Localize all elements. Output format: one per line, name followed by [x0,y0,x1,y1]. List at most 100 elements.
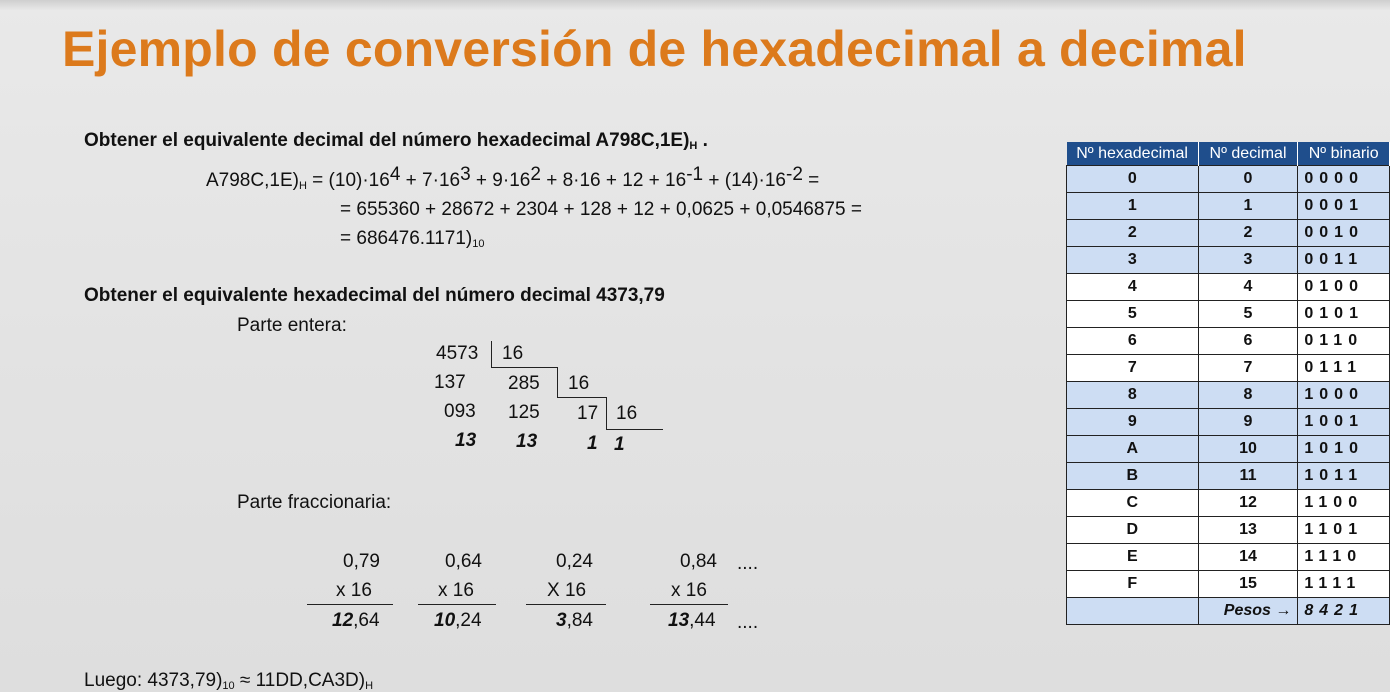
cell-dec: 0 [1197,165,1299,193]
div-quotient-3: 17 [577,403,599,424]
table-row: 5 5 0101 [1066,300,1390,328]
cell-dec: 3 [1197,246,1299,274]
cell-bin: 0101 [1297,300,1390,328]
frac-line-1 [307,604,393,605]
cell-dec: 5 [1197,300,1299,328]
cell-bin: 1001 [1297,408,1390,436]
ellipsis-bottom: .... [737,612,759,633]
table-row: C 12 1100 [1066,489,1390,517]
cell-bin: 0100 [1297,273,1390,301]
div-quotient-2: 125 [508,402,540,423]
cell-dec: 4 [1197,273,1299,301]
cell-bin: 0111 [1297,354,1390,382]
cell-dec: 9 [1197,408,1299,436]
cell-bin: 1010 [1297,435,1390,463]
weights-label: Pesos → [1197,597,1299,625]
question-1: Obtener el equivalente decimal del númer… [84,130,708,152]
cell-hex: A [1066,435,1199,463]
frac-mult-1: x 16 [336,580,372,601]
result-digit-1: 13 [455,430,477,451]
frac-line-3 [526,604,606,605]
table-row: 6 6 0110 [1066,327,1390,355]
div-line [557,397,607,398]
cell-hex: E [1066,543,1199,571]
cell-bin: 1111 [1297,570,1390,598]
cell-bin: 0000 [1297,165,1390,193]
col-header-bin: Nº binario [1297,142,1390,166]
cell-hex: 9 [1066,408,1199,436]
frac-result-4: 13,44 [668,610,716,631]
cell-bin: 0001 [1297,192,1390,220]
question-2: Obtener el equivalente hexadecimal del n… [84,285,665,306]
frac-mult-3: X 16 [547,580,587,601]
weights-value: 8421 [1297,597,1390,625]
equation-line-3: = 686476.1171)10 [340,228,485,250]
cell-dec: 11 [1197,462,1299,490]
div-divisor-1: 16 [502,343,524,364]
cell-dec: 12 [1197,489,1299,517]
integer-part-label: Parte entera: [237,315,347,336]
frac-mult-2: x 16 [438,580,474,601]
cell-dec: 10 [1197,435,1299,463]
fraction-part-label: Parte fraccionaria: [237,492,392,513]
ellipsis-top: .... [737,553,759,574]
cell-hex: 5 [1066,300,1199,328]
table-row: 3 3 0011 [1066,246,1390,274]
weights-row: Pesos → 8421 [1066,597,1390,625]
div-remainder-1: 137 [434,372,466,393]
frac-top-2: 0,64 [445,551,482,572]
cell-bin: 1110 [1297,543,1390,571]
cell-dec: 15 [1197,570,1299,598]
cell-bin: 1100 [1297,489,1390,517]
question-1-sub: H [689,140,698,152]
table-row: 8 8 1000 [1066,381,1390,409]
frac-top-3: 0,24 [556,551,593,572]
cell-hex: 8 [1066,381,1199,409]
frac-result-2: 10,24 [434,610,482,631]
cell-hex: B [1066,462,1199,490]
cell-bin: 0010 [1297,219,1390,247]
cell-hex: C [1066,489,1199,517]
div-quotient-1: 285 [508,373,540,394]
table-row: 2 2 0010 [1066,219,1390,247]
div-line [491,367,558,368]
cell-bin: 0110 [1297,327,1390,355]
col-header-dec: Nº decimal [1198,142,1299,166]
frac-top-1: 0,79 [343,551,380,572]
frac-top-4: 0,84 [680,551,717,572]
cell-bin: 1000 [1297,381,1390,409]
cell-hex: 2 [1066,219,1199,247]
table-row: F 15 1111 [1066,570,1390,598]
question-1-post: . [697,130,708,151]
cell-dec: 14 [1197,543,1299,571]
cell-hex: 6 [1066,327,1199,355]
cell-hex: 4 [1066,273,1199,301]
result-digit-3: 1 [587,433,598,454]
div-divisor-3: 16 [616,403,638,424]
cell-dec: 1 [1197,192,1299,220]
cell-hex: 1 [1066,192,1199,220]
cell-dec: 6 [1197,327,1299,355]
cell-hex: F [1066,570,1199,598]
equation-line-1: A798C,1E)H = (10)·164 + 7·163 + 9·162 + … [206,164,820,192]
table-row: A 10 1010 [1066,435,1390,463]
result-digit-2: 13 [516,431,538,452]
result-digit-4: 1 [614,434,625,455]
cell-hex: 3 [1066,246,1199,274]
div-divisor-2: 16 [568,373,590,394]
div-remainder-2: 093 [444,401,476,422]
div-dividend-1: 4573 [436,343,479,364]
top-shadow [0,0,1390,10]
cell-dec: 2 [1197,219,1299,247]
cell-dec: 8 [1197,381,1299,409]
div-line [606,397,607,429]
table-row: E 14 1110 [1066,543,1390,571]
div-line [491,341,492,368]
cell-bin: 1011 [1297,462,1390,490]
equation-line-2: = 655360 + 28672 + 2304 + 128 + 12 + 0,0… [340,199,862,220]
table-row: D 13 1101 [1066,516,1390,544]
conclusion: Luego: 4373,79)10 ≈ 11DD,CA3D)H [84,670,374,692]
cell-hex: 7 [1066,354,1199,382]
cell-hex: 0 [1066,165,1199,193]
cell-dec: 13 [1197,516,1299,544]
